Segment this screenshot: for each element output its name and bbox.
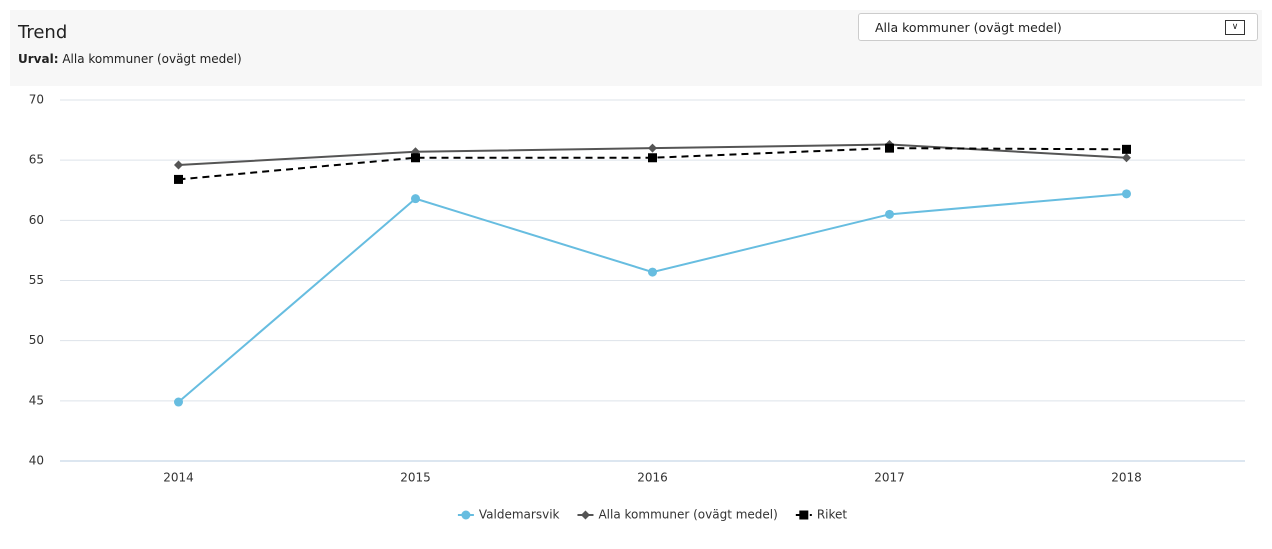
marker — [648, 153, 657, 163]
legend-item: Riket — [795, 508, 848, 522]
y-tick-label: 45 — [29, 393, 44, 407]
marker — [580, 510, 590, 520]
x-tick-label: 2017 — [874, 471, 905, 485]
marker — [885, 143, 894, 153]
header: Trend Urval: Alla kommuner (ovägt medel)… — [10, 10, 1262, 86]
subtitle: Urval: Alla kommuner (ovägt medel) — [18, 52, 242, 66]
title: Trend — [18, 22, 68, 43]
x-tick-label: 2014 — [163, 471, 194, 485]
marker — [648, 143, 657, 153]
y-tick-label: 55 — [29, 273, 44, 287]
x-tick-label: 2018 — [1111, 471, 1142, 485]
legend-item: Valdemarsvik — [457, 508, 560, 522]
marker — [461, 510, 471, 520]
legend-item: Alla kommuner (ovägt medel) — [577, 508, 778, 522]
subtitle-label: Urval: — [18, 52, 59, 66]
legend-label: Valdemarsvik — [479, 508, 560, 522]
marker — [174, 174, 183, 184]
marker — [174, 160, 183, 170]
dropdown[interactable]: Alla kommuner (ovägt medel) ∨ — [858, 13, 1258, 41]
legend-label: Alla kommuner (ovägt medel) — [598, 508, 777, 522]
y-tick-label: 60 — [29, 213, 44, 227]
marker — [1122, 144, 1131, 154]
subtitle-value: Alla kommuner (ovägt medel) — [62, 52, 242, 66]
y-tick-label: 40 — [29, 454, 44, 468]
marker — [411, 194, 420, 204]
x-tick-label: 2016 — [637, 471, 668, 485]
marker — [174, 397, 183, 407]
series-line — [177, 192, 1127, 403]
marker — [411, 153, 420, 163]
legend-label: Riket — [817, 508, 848, 522]
dropdown-arrow[interactable]: ∨ — [1225, 20, 1245, 35]
marker — [1122, 189, 1131, 199]
series-line — [178, 147, 1127, 181]
x-tick-label: 2015 — [400, 471, 431, 485]
y-tick-label: 65 — [29, 153, 44, 167]
marker — [648, 267, 657, 277]
y-tick-label: 70 — [29, 93, 44, 107]
y-tick-label: 50 — [29, 333, 44, 347]
marker — [885, 209, 894, 219]
dropdown-text: Alla kommuner (ovägt medel) — [875, 20, 1062, 35]
marker — [799, 510, 809, 520]
marker — [1122, 153, 1131, 163]
